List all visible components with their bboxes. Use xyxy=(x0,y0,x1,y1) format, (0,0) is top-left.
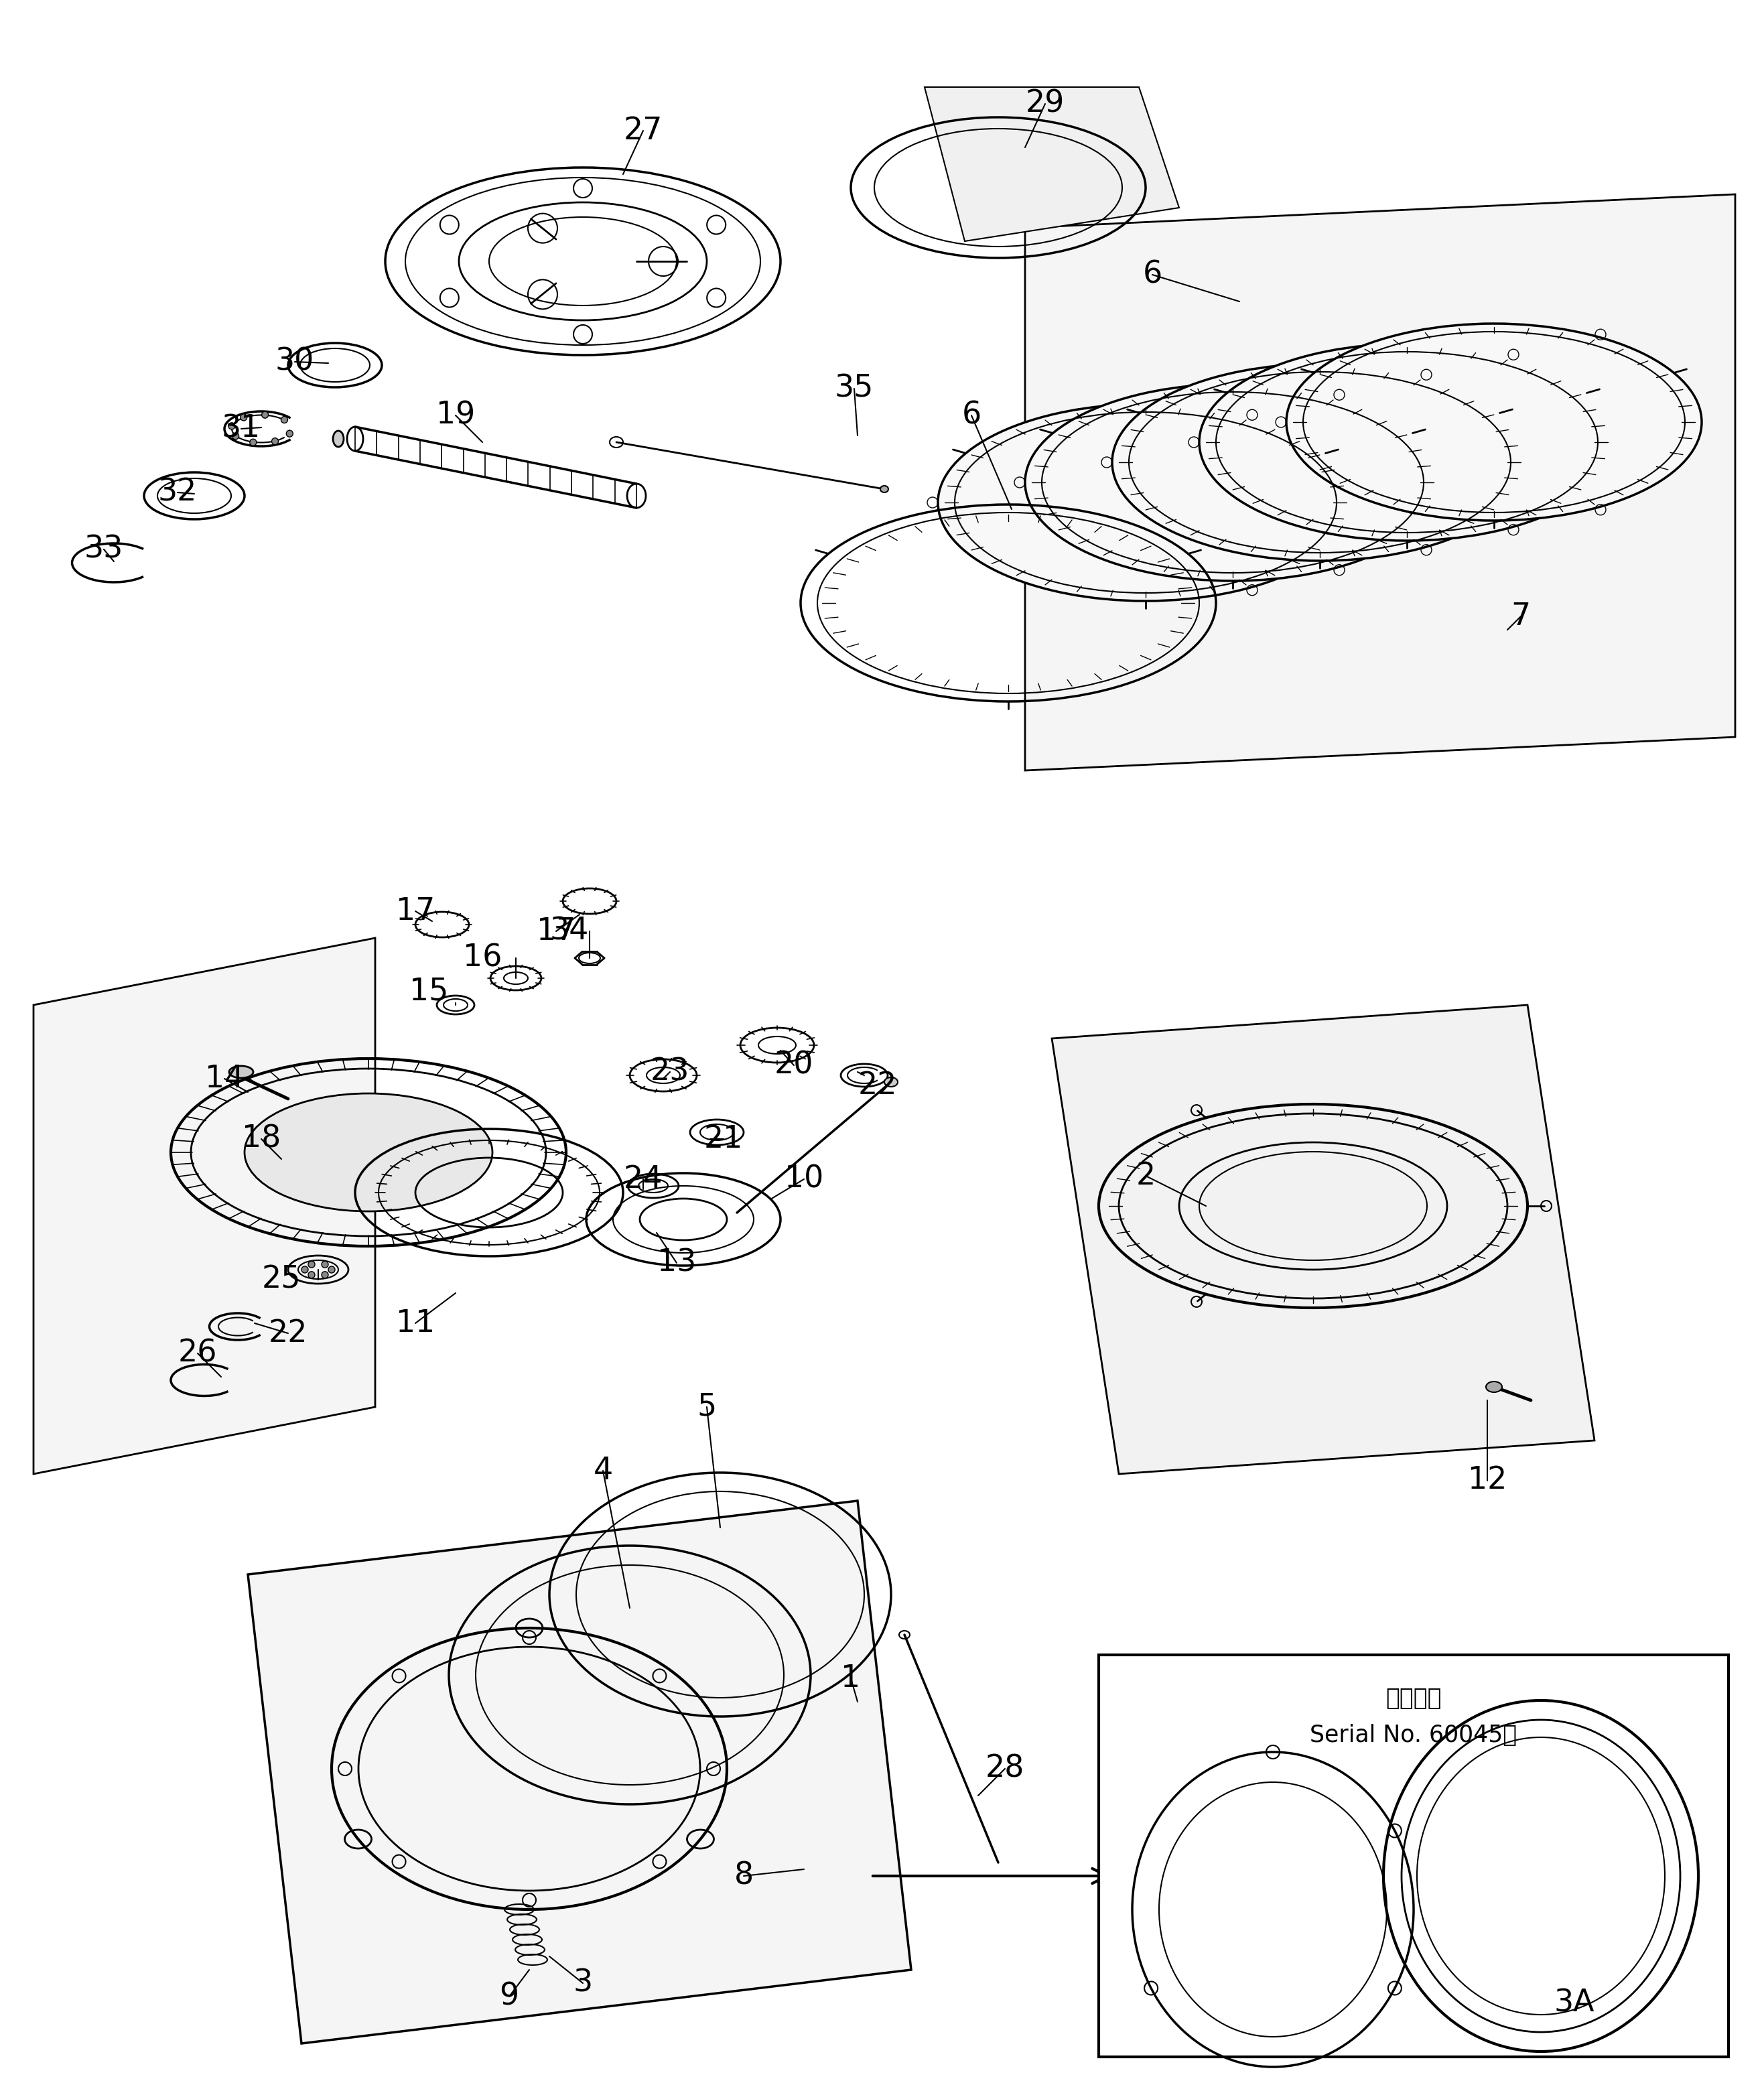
Text: 33: 33 xyxy=(85,534,123,565)
Text: 適用号機: 適用号機 xyxy=(1387,1687,1441,1710)
Text: 7: 7 xyxy=(1512,600,1531,632)
Text: 2: 2 xyxy=(1136,1161,1155,1191)
Text: 35: 35 xyxy=(834,373,873,404)
Text: 31: 31 xyxy=(222,413,261,444)
Ellipse shape xyxy=(1485,1382,1503,1393)
Ellipse shape xyxy=(229,1065,254,1078)
Text: 4: 4 xyxy=(593,1455,612,1487)
Circle shape xyxy=(233,434,238,440)
Text: 18: 18 xyxy=(242,1124,280,1155)
Circle shape xyxy=(321,1272,328,1278)
Polygon shape xyxy=(34,938,376,1474)
Text: 10: 10 xyxy=(785,1163,824,1195)
Text: 25: 25 xyxy=(261,1266,302,1295)
Ellipse shape xyxy=(938,404,1353,600)
Ellipse shape xyxy=(1025,384,1441,582)
Text: 22: 22 xyxy=(857,1070,898,1101)
Ellipse shape xyxy=(880,486,889,492)
Ellipse shape xyxy=(1111,363,1528,561)
Circle shape xyxy=(280,417,288,423)
Ellipse shape xyxy=(245,1093,492,1211)
Text: 5: 5 xyxy=(697,1393,716,1422)
Text: 24: 24 xyxy=(623,1163,663,1195)
Text: 17: 17 xyxy=(395,897,436,926)
Text: 15: 15 xyxy=(409,976,448,1007)
Text: 9: 9 xyxy=(499,1981,519,2012)
Text: 34: 34 xyxy=(550,915,589,947)
Text: 19: 19 xyxy=(436,400,475,430)
Text: 29: 29 xyxy=(1025,90,1065,119)
Text: 6: 6 xyxy=(1143,261,1162,290)
Circle shape xyxy=(309,1272,316,1278)
Text: 28: 28 xyxy=(986,1753,1025,1785)
Text: 11: 11 xyxy=(395,1307,436,1339)
Text: 27: 27 xyxy=(624,115,663,146)
Text: Serial No. 60045～: Serial No. 60045～ xyxy=(1311,1724,1517,1747)
Text: 21: 21 xyxy=(704,1124,743,1155)
Text: 6: 6 xyxy=(961,400,981,430)
Text: 14: 14 xyxy=(205,1063,243,1095)
Circle shape xyxy=(272,438,279,444)
Polygon shape xyxy=(1025,194,1736,771)
Text: 8: 8 xyxy=(734,1862,753,1891)
Circle shape xyxy=(328,1266,335,1274)
Text: 12: 12 xyxy=(1468,1466,1506,1495)
Circle shape xyxy=(309,1261,316,1268)
Text: 3A: 3A xyxy=(1554,1989,1595,2018)
Circle shape xyxy=(250,440,256,446)
Circle shape xyxy=(321,1261,328,1268)
Text: 1: 1 xyxy=(841,1664,861,1693)
Circle shape xyxy=(286,430,293,438)
Ellipse shape xyxy=(333,432,344,446)
Bar xyxy=(1099,1655,1729,2058)
Ellipse shape xyxy=(1200,344,1614,540)
Circle shape xyxy=(228,423,235,430)
Text: 32: 32 xyxy=(159,477,198,507)
Ellipse shape xyxy=(884,1078,898,1086)
Text: 30: 30 xyxy=(275,346,314,377)
Text: 23: 23 xyxy=(651,1057,690,1086)
Circle shape xyxy=(240,415,247,421)
Text: 13: 13 xyxy=(658,1247,697,1278)
Circle shape xyxy=(261,411,268,419)
Polygon shape xyxy=(1051,1005,1595,1474)
Text: 3: 3 xyxy=(573,1968,593,1997)
Text: 22: 22 xyxy=(268,1318,307,1349)
Text: 16: 16 xyxy=(462,942,503,974)
Circle shape xyxy=(302,1266,309,1274)
Text: 17: 17 xyxy=(536,915,575,947)
Polygon shape xyxy=(924,88,1178,242)
Ellipse shape xyxy=(1286,323,1702,521)
Text: 20: 20 xyxy=(774,1051,813,1080)
Polygon shape xyxy=(249,1501,912,2043)
Text: 26: 26 xyxy=(178,1339,217,1368)
